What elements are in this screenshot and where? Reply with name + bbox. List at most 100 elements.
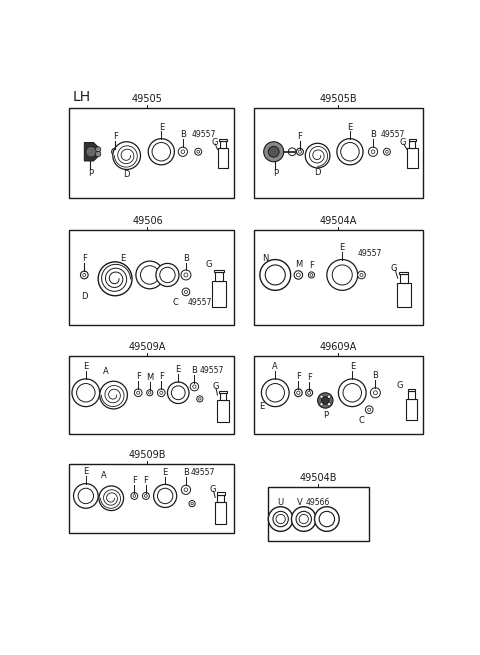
Circle shape bbox=[268, 507, 293, 531]
Circle shape bbox=[96, 147, 101, 152]
Circle shape bbox=[273, 512, 288, 527]
Text: C: C bbox=[172, 298, 178, 307]
Circle shape bbox=[320, 395, 323, 398]
Circle shape bbox=[154, 485, 177, 508]
Bar bbox=[69, 356, 234, 434]
Circle shape bbox=[266, 384, 285, 402]
Circle shape bbox=[73, 483, 98, 508]
Text: B: B bbox=[370, 130, 376, 140]
Circle shape bbox=[327, 395, 331, 398]
Circle shape bbox=[112, 148, 119, 155]
Circle shape bbox=[288, 148, 296, 156]
Circle shape bbox=[319, 512, 335, 527]
Circle shape bbox=[297, 391, 300, 394]
Text: 49557: 49557 bbox=[188, 298, 212, 307]
Text: P: P bbox=[273, 169, 278, 178]
Circle shape bbox=[190, 383, 199, 391]
Text: 49509B: 49509B bbox=[129, 450, 166, 460]
Circle shape bbox=[265, 265, 285, 285]
Text: V: V bbox=[297, 498, 303, 506]
Text: N: N bbox=[262, 253, 268, 263]
Circle shape bbox=[143, 493, 149, 499]
Circle shape bbox=[338, 379, 366, 407]
Text: F: F bbox=[132, 476, 137, 485]
Circle shape bbox=[299, 514, 308, 523]
Circle shape bbox=[260, 259, 291, 290]
Circle shape bbox=[306, 389, 312, 396]
Text: G: G bbox=[397, 381, 403, 390]
Circle shape bbox=[195, 148, 202, 155]
Circle shape bbox=[182, 288, 190, 296]
Text: E: E bbox=[176, 365, 181, 374]
Circle shape bbox=[358, 271, 365, 279]
Text: P: P bbox=[323, 411, 328, 421]
Text: 49506: 49506 bbox=[132, 216, 163, 227]
Circle shape bbox=[192, 385, 196, 388]
Bar bbox=[397, 283, 411, 307]
Bar bbox=[408, 139, 416, 141]
Circle shape bbox=[310, 274, 313, 276]
Circle shape bbox=[384, 148, 390, 155]
Circle shape bbox=[264, 141, 284, 162]
Circle shape bbox=[137, 391, 140, 394]
Circle shape bbox=[268, 146, 279, 157]
Text: F: F bbox=[307, 373, 312, 382]
Circle shape bbox=[294, 271, 302, 279]
Text: F: F bbox=[82, 254, 87, 263]
Text: G: G bbox=[400, 138, 407, 147]
Circle shape bbox=[197, 396, 203, 402]
Circle shape bbox=[314, 507, 339, 531]
Text: F: F bbox=[113, 132, 118, 141]
Text: 49566: 49566 bbox=[306, 498, 330, 506]
Circle shape bbox=[332, 265, 352, 285]
Circle shape bbox=[114, 150, 117, 153]
Circle shape bbox=[371, 388, 380, 398]
Circle shape bbox=[337, 139, 363, 165]
Bar bbox=[215, 272, 223, 281]
Circle shape bbox=[81, 271, 88, 279]
Circle shape bbox=[136, 261, 164, 289]
Circle shape bbox=[99, 486, 123, 510]
Circle shape bbox=[152, 143, 170, 161]
Text: M: M bbox=[295, 259, 302, 269]
Circle shape bbox=[343, 384, 361, 402]
Text: D: D bbox=[314, 168, 321, 177]
Circle shape bbox=[371, 150, 375, 154]
Bar bbox=[217, 400, 228, 422]
Text: LH: LH bbox=[73, 90, 91, 104]
Circle shape bbox=[297, 273, 300, 277]
Circle shape bbox=[148, 139, 174, 165]
Bar bbox=[407, 148, 418, 168]
Text: 49504A: 49504A bbox=[320, 216, 357, 227]
Text: P: P bbox=[88, 169, 93, 178]
Circle shape bbox=[368, 408, 371, 411]
Circle shape bbox=[322, 397, 329, 404]
Text: E: E bbox=[340, 243, 345, 252]
Bar bbox=[254, 231, 423, 325]
Circle shape bbox=[199, 398, 201, 400]
Circle shape bbox=[276, 514, 285, 523]
Text: E: E bbox=[163, 468, 168, 477]
Text: 49557: 49557 bbox=[191, 468, 215, 477]
Circle shape bbox=[78, 488, 94, 504]
Circle shape bbox=[96, 151, 101, 157]
Text: 49557: 49557 bbox=[200, 366, 224, 375]
Text: D: D bbox=[123, 170, 130, 179]
Text: E: E bbox=[83, 362, 88, 371]
Circle shape bbox=[178, 147, 188, 157]
Circle shape bbox=[305, 143, 330, 168]
Text: F: F bbox=[298, 132, 302, 141]
Circle shape bbox=[318, 393, 333, 408]
Circle shape bbox=[72, 379, 100, 407]
Circle shape bbox=[369, 147, 378, 157]
Circle shape bbox=[181, 150, 185, 154]
Circle shape bbox=[134, 389, 142, 397]
Text: B: B bbox=[183, 253, 189, 263]
Text: E: E bbox=[348, 122, 353, 132]
Text: E: E bbox=[349, 362, 355, 371]
Circle shape bbox=[113, 141, 141, 170]
Text: E: E bbox=[83, 467, 88, 476]
Bar bbox=[215, 270, 224, 272]
Circle shape bbox=[365, 406, 373, 413]
Bar bbox=[408, 392, 415, 399]
